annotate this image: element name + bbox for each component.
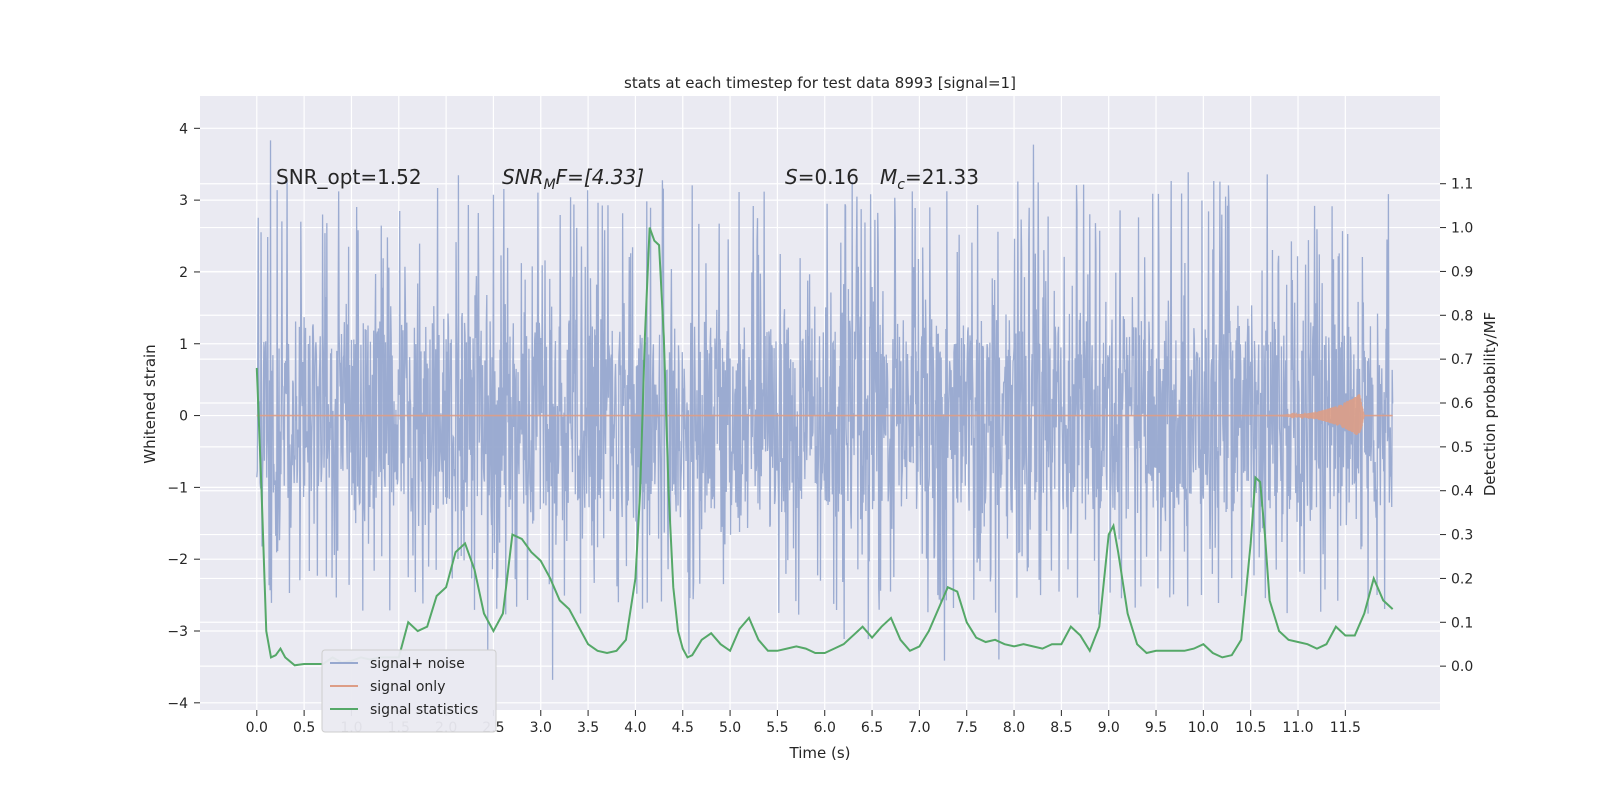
yl-tick-label-2: −2	[167, 552, 188, 568]
x-tick-label-1: 0.5	[293, 720, 315, 736]
legend-label-signal: signal only	[370, 679, 445, 695]
series-signal-statistics	[255, 227, 1394, 667]
snr-mf-subscript: M	[544, 177, 556, 193]
y-axis-right-label: Detection probability/MF	[1481, 312, 1499, 496]
yr-tick-label-10: 1.0	[1451, 221, 1473, 237]
x-tick-label-15: 7.5	[956, 720, 978, 736]
yr-tick-label-2: 0.2	[1451, 571, 1473, 587]
yl-tick-label-8: 4	[179, 121, 188, 137]
yr-tick-label-5: 0.5	[1451, 440, 1473, 456]
yl-tick-label-0: −4	[167, 696, 188, 712]
s-value: =0.16	[798, 165, 859, 189]
yr-tick-label-7: 0.7	[1451, 352, 1473, 368]
y-axis-right: 0.0 0.1 0.2 0.3 0.4 0.5 0.6 0.7 0.8 0.9 1.0 1.1	[1440, 177, 1473, 675]
yl-tick-label-1: −3	[167, 624, 188, 640]
annotation-mc: Mc=21.33	[880, 165, 979, 193]
signal-statistics-series	[255, 227, 1394, 667]
yl-tick-label-5: 1	[179, 337, 188, 353]
legend-box	[321, 649, 497, 733]
legend: signal+ noise signal only signal statist…	[321, 649, 497, 733]
legend-label-noise: signal+ noise	[370, 656, 465, 672]
annotation-snr-opt: SNR_opt=1.52	[276, 165, 422, 189]
x-tick-label-12: 6.0	[814, 720, 836, 736]
x-axis-label: Time (s)	[789, 744, 851, 762]
x-tick-label-6: 3.0	[530, 720, 552, 736]
y-axis-left: −4 −3 −2 −1 0 1 2 3 4	[167, 121, 200, 712]
yl-tick-label-6: 2	[179, 265, 188, 281]
x-tick-label-20: 10.0	[1188, 720, 1219, 736]
signal-noise-series	[256, 140, 1394, 680]
yl-tick-label-3: −1	[167, 480, 188, 496]
yr-tick-label-11: 1.1	[1451, 177, 1473, 193]
annotation-snr-mf: SNRMF=[4.33]	[502, 165, 644, 193]
x-tick-label-17: 8.5	[1050, 720, 1072, 736]
annotation-s: S=0.16	[785, 165, 859, 189]
x-tick-label-23: 11.5	[1330, 720, 1361, 736]
yr-tick-label-3: 0.3	[1451, 528, 1473, 544]
x-tick-label-8: 4.0	[624, 720, 646, 736]
yr-tick-label-8: 0.8	[1451, 308, 1473, 324]
x-tick-label-18: 9.0	[1098, 720, 1120, 736]
s-symbol: S	[785, 165, 798, 189]
mc-symbol: M	[880, 165, 897, 189]
mc-subscript: c	[897, 177, 905, 193]
yr-tick-label-1: 0.1	[1451, 615, 1473, 631]
x-tick-label-19: 9.5	[1145, 720, 1167, 736]
x-tick-label-9: 4.5	[672, 720, 694, 736]
chart-title: stats at each timestep for test data 899…	[624, 74, 1016, 92]
snr-mf-value: F=[4.33]	[556, 165, 644, 189]
yr-tick-label-4: 0.4	[1451, 484, 1473, 500]
x-tick-label-7: 3.5	[577, 720, 599, 736]
series-signal-noise	[256, 140, 1394, 680]
x-tick-label-22: 11.0	[1282, 720, 1313, 736]
yr-tick-label-9: 0.9	[1451, 264, 1473, 280]
legend-label-stats: signal statistics	[370, 702, 478, 718]
yr-tick-label-0: 0.0	[1451, 659, 1473, 675]
x-tick-label-11: 5.5	[766, 720, 788, 736]
x-tick-label-10: 5.0	[719, 720, 741, 736]
yr-tick-label-6: 0.6	[1451, 396, 1473, 412]
x-tick-label-14: 7.0	[908, 720, 930, 736]
x-tick-label-0: 0.0	[246, 720, 268, 736]
mc-value: =21.33	[905, 165, 979, 189]
x-tick-label-21: 10.5	[1235, 720, 1266, 736]
yl-tick-label-7: 3	[179, 193, 188, 209]
x-tick-label-13: 6.5	[861, 720, 883, 736]
y-axis-left-label: Whitened strain	[141, 344, 159, 463]
yl-tick-label-4: 0	[179, 409, 188, 425]
x-tick-label-16: 8.0	[1003, 720, 1025, 736]
snr-mf-symbol: SNR	[502, 165, 544, 189]
signal-only-series	[256, 394, 1393, 435]
series-signal-only	[256, 394, 1393, 435]
